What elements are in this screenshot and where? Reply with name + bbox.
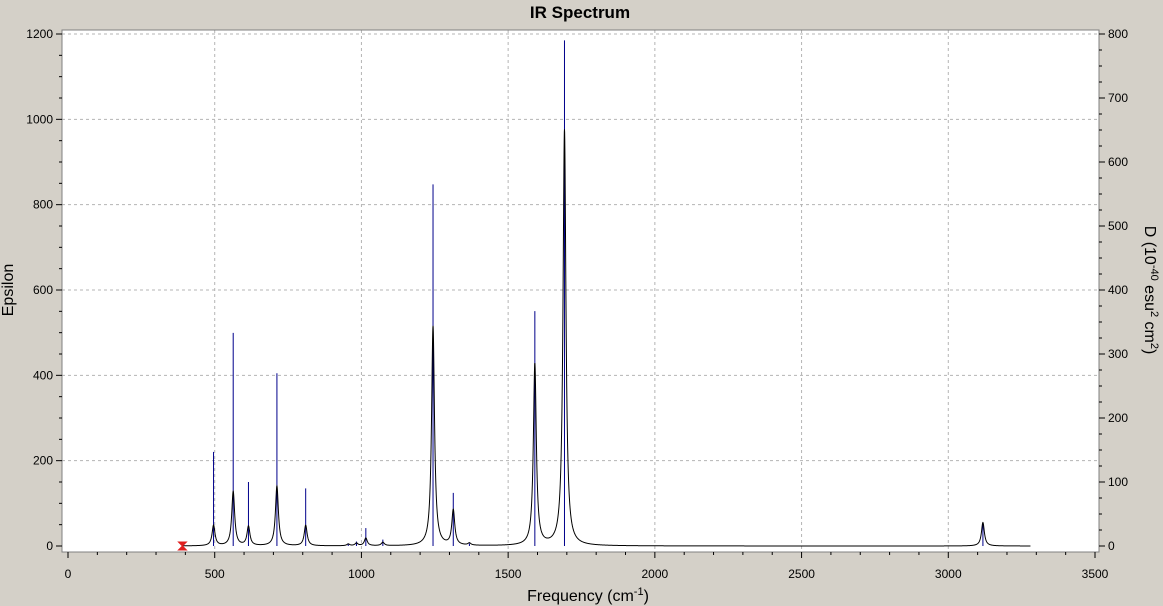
y2-tick-label: 800 <box>1108 27 1128 41</box>
y2-tick-label: 0 <box>1108 539 1115 553</box>
spectrum-line <box>182 129 1031 547</box>
plot-area <box>62 30 1099 552</box>
y2-tick-label: 600 <box>1108 155 1128 169</box>
x-tick-label: 3000 <box>935 567 962 581</box>
axes: 0 500 1000 1500 2000 2500 3000 3500020040060080… <box>26 27 1128 581</box>
grid-lines <box>62 30 1099 552</box>
y2-tick-label: 400 <box>1108 283 1128 297</box>
y-tick-label: 600 <box>33 283 53 297</box>
y2-tick-label: 300 <box>1108 347 1128 361</box>
x-tick-label: 1000 <box>348 567 375 581</box>
y-tick-label: 0 <box>46 539 53 553</box>
stick-spectrum <box>213 40 984 546</box>
chart-title: IR Spectrum <box>530 3 630 22</box>
y2-tick-label: 700 <box>1108 91 1128 105</box>
x-tick-label: 0 <box>65 567 72 581</box>
y-tick-label: 200 <box>33 454 53 468</box>
plot-frame <box>61 29 1100 553</box>
y-tick-label: 400 <box>33 368 53 382</box>
y2-tick-label: 200 <box>1108 411 1128 425</box>
x-axis-label: Frequency (cm-1) <box>527 586 649 605</box>
y-axis-label: Epsilon <box>0 264 17 316</box>
x-tick-label: 2500 <box>788 567 815 581</box>
y-tick-label: 1000 <box>26 112 53 126</box>
y-tick-label: 1200 <box>26 27 53 41</box>
frequency-marker-icon[interactable] <box>177 541 188 551</box>
x-tick-label: 2000 <box>642 567 669 581</box>
x-tick-label: 1500 <box>495 567 522 581</box>
y-tick-label: 800 <box>33 198 53 212</box>
x-tick-label: 3500 <box>1082 567 1109 581</box>
x-tick-label: 500 <box>205 567 225 581</box>
y2-axis-label: D (10-40 esu2 cm2) <box>1141 226 1160 355</box>
frequency-marker[interactable] <box>177 541 188 551</box>
y2-tick-label: 500 <box>1108 219 1128 233</box>
y2-tick-label: 100 <box>1108 475 1128 489</box>
